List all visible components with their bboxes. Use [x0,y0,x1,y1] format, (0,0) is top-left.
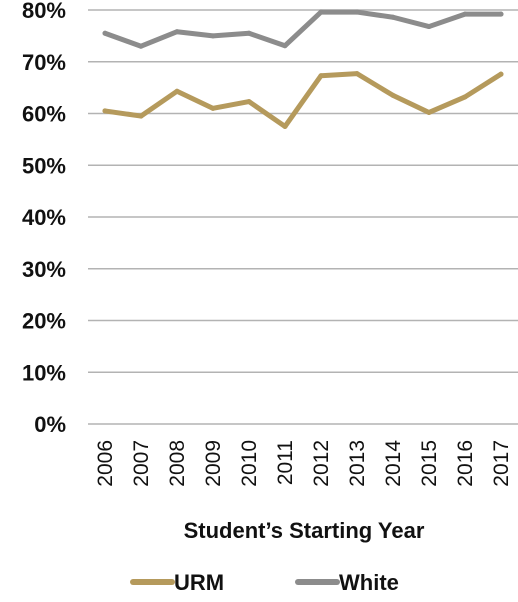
data-point-white [462,11,468,17]
y-tick-label: 50% [22,153,66,178]
y-tick-label: 0% [34,412,66,437]
data-point-urm [354,71,360,77]
series-lines [102,9,504,129]
x-tick-label: 2008 [166,440,189,487]
data-point-urm [138,113,144,119]
data-point-urm [174,88,180,94]
data-point-urm [498,71,504,77]
data-point-urm [462,94,468,100]
x-axis-title: Student’s Starting Year [184,518,425,543]
x-tick-label: 2013 [346,440,369,487]
data-point-white [246,30,252,36]
data-point-urm [246,99,252,105]
data-point-urm [282,123,288,129]
x-tick-label: 2011 [274,440,297,485]
x-tick-label: 2015 [418,440,441,487]
data-point-urm [102,108,108,114]
data-point-white [210,33,216,39]
y-tick-label: 70% [22,50,66,75]
legend-label-white: White [339,570,399,595]
data-point-urm [318,73,324,79]
x-tick-label: 2010 [238,440,261,487]
data-point-urm [390,92,396,98]
data-point-white [498,11,504,17]
data-point-white [426,24,432,30]
y-tick-label: 20% [22,309,66,334]
gridlines [88,9,518,425]
legend: URM White [130,570,399,595]
data-point-urm [426,109,432,115]
x-tick-label: 2012 [310,440,333,487]
data-point-white [102,30,108,36]
data-point-white [282,43,288,49]
y-tick-label: 60% [22,102,66,127]
y-tick-label: 40% [22,205,66,230]
x-axis-tick-labels: 2006 2007 2008 2009 2010 2011 2012 2013 2014 2015… [94,440,513,487]
data-point-white [390,14,396,20]
data-point-white [318,9,324,15]
y-tick-label: 30% [22,257,66,282]
x-tick-label: 2017 [490,440,513,487]
data-point-urm [210,105,216,111]
data-point-white [354,9,360,15]
y-axis-tick-labels: 0% 10% 20% 30% 40% 50% 60% 70% 80% [22,0,66,437]
x-tick-label: 2016 [454,440,477,487]
legend-label-urm: URM [174,570,224,595]
y-tick-label: 80% [22,0,66,23]
data-point-white [138,43,144,49]
series-line-urm [102,71,504,129]
series-line-white [102,9,504,49]
x-tick-label: 2009 [202,440,225,487]
x-tick-label: 2014 [382,440,405,487]
x-tick-label: 2007 [130,440,153,487]
y-tick-label: 10% [22,360,66,385]
x-tick-label: 2006 [94,440,117,487]
data-point-white [174,29,180,35]
